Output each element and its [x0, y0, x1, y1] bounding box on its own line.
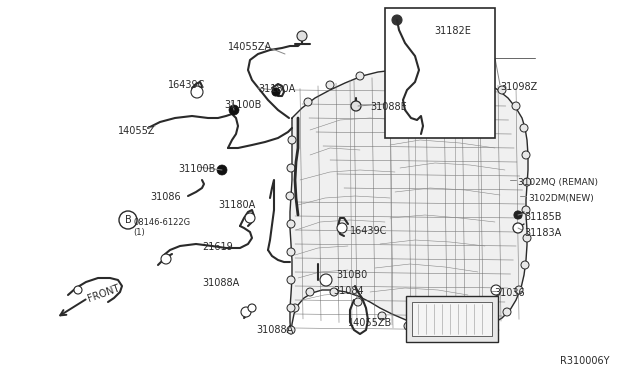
Circle shape — [245, 213, 255, 223]
Text: 310B0: 310B0 — [336, 270, 367, 280]
Text: 31183A: 31183A — [524, 228, 561, 238]
Circle shape — [392, 15, 402, 25]
Circle shape — [287, 304, 295, 312]
Circle shape — [503, 308, 511, 316]
Circle shape — [306, 288, 314, 296]
Bar — [412, 302, 492, 336]
Circle shape — [512, 102, 520, 110]
Circle shape — [351, 101, 361, 111]
Text: 31100B: 31100B — [178, 164, 216, 174]
Circle shape — [297, 31, 307, 41]
Circle shape — [119, 211, 137, 229]
Text: 31086: 31086 — [150, 192, 180, 202]
Circle shape — [514, 211, 522, 219]
Text: 31182E: 31182E — [434, 26, 471, 36]
Text: FRONT: FRONT — [86, 283, 121, 304]
Circle shape — [217, 165, 227, 175]
Circle shape — [161, 254, 171, 264]
Circle shape — [388, 66, 396, 74]
Text: 31100B: 31100B — [224, 100, 261, 110]
Text: B: B — [125, 215, 131, 225]
Circle shape — [356, 72, 364, 80]
Circle shape — [491, 285, 501, 295]
Text: 14055Z: 14055Z — [118, 126, 156, 136]
Circle shape — [522, 206, 530, 214]
Text: 3102DM(NEW): 3102DM(NEW) — [528, 194, 594, 203]
Polygon shape — [290, 68, 528, 334]
Circle shape — [287, 248, 295, 256]
Circle shape — [522, 151, 530, 159]
Text: 31185B: 31185B — [524, 212, 561, 222]
Circle shape — [432, 326, 440, 334]
Circle shape — [330, 288, 338, 296]
Circle shape — [272, 88, 280, 96]
Circle shape — [287, 276, 295, 284]
Text: 31088E: 31088E — [370, 102, 407, 112]
Text: 16439C: 16439C — [350, 226, 387, 236]
Circle shape — [304, 98, 312, 106]
Text: R310006Y: R310006Y — [560, 356, 609, 366]
Circle shape — [521, 261, 529, 269]
Circle shape — [248, 304, 256, 312]
Circle shape — [337, 223, 347, 233]
Text: 08146-6122G
(1): 08146-6122G (1) — [133, 218, 190, 237]
Text: 21619: 21619 — [202, 242, 233, 252]
Circle shape — [484, 321, 492, 329]
Circle shape — [291, 304, 299, 312]
Circle shape — [523, 234, 531, 242]
Circle shape — [520, 124, 528, 132]
Circle shape — [515, 286, 523, 294]
Circle shape — [286, 192, 294, 200]
Circle shape — [229, 105, 239, 115]
Circle shape — [354, 298, 362, 306]
Text: 14055ZB: 14055ZB — [348, 318, 392, 328]
Text: 31036: 31036 — [494, 288, 525, 298]
Text: 31180A: 31180A — [258, 84, 295, 94]
Circle shape — [523, 178, 531, 186]
Circle shape — [458, 326, 466, 334]
Circle shape — [287, 164, 295, 172]
Text: 31088A: 31088A — [202, 278, 239, 288]
Circle shape — [320, 274, 332, 286]
Text: 31098Z: 31098Z — [500, 82, 537, 92]
Circle shape — [74, 286, 82, 294]
Circle shape — [326, 81, 334, 89]
Text: 31084: 31084 — [333, 286, 364, 296]
Circle shape — [478, 74, 486, 82]
Circle shape — [498, 86, 506, 94]
Circle shape — [287, 220, 295, 228]
Circle shape — [378, 312, 386, 320]
Circle shape — [421, 64, 429, 72]
Circle shape — [513, 223, 523, 233]
Text: 31088A: 31088A — [256, 325, 293, 335]
Circle shape — [288, 136, 296, 144]
Circle shape — [287, 326, 295, 334]
Bar — [406, 296, 498, 342]
Bar — [385, 8, 495, 138]
Circle shape — [451, 66, 459, 74]
Text: 3102MQ (REMAN): 3102MQ (REMAN) — [518, 178, 598, 187]
Text: 31180A: 31180A — [218, 200, 255, 210]
Text: 16439C: 16439C — [168, 80, 205, 90]
Circle shape — [404, 322, 412, 330]
Circle shape — [191, 86, 203, 98]
Text: 14055ZA: 14055ZA — [228, 42, 272, 52]
Circle shape — [241, 307, 251, 317]
